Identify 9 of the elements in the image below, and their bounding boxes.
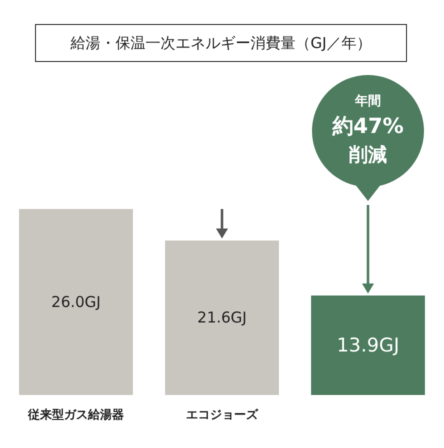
data-label: 21.6GJ [197, 308, 247, 327]
chart-title: 給湯・保温一次エネルギー消費量（GJ／年） [35, 24, 407, 62]
text: 約47% [331, 113, 405, 140]
text: 削減 [348, 143, 388, 168]
x-tick-label: エコジョーズ [186, 408, 259, 422]
text: 年間 [354, 93, 382, 110]
data-label: 13.9GJ [336, 334, 400, 356]
x-tick-label: 従来型ガス給湯器 [27, 408, 124, 422]
data-label: 26.0GJ [51, 293, 101, 311]
